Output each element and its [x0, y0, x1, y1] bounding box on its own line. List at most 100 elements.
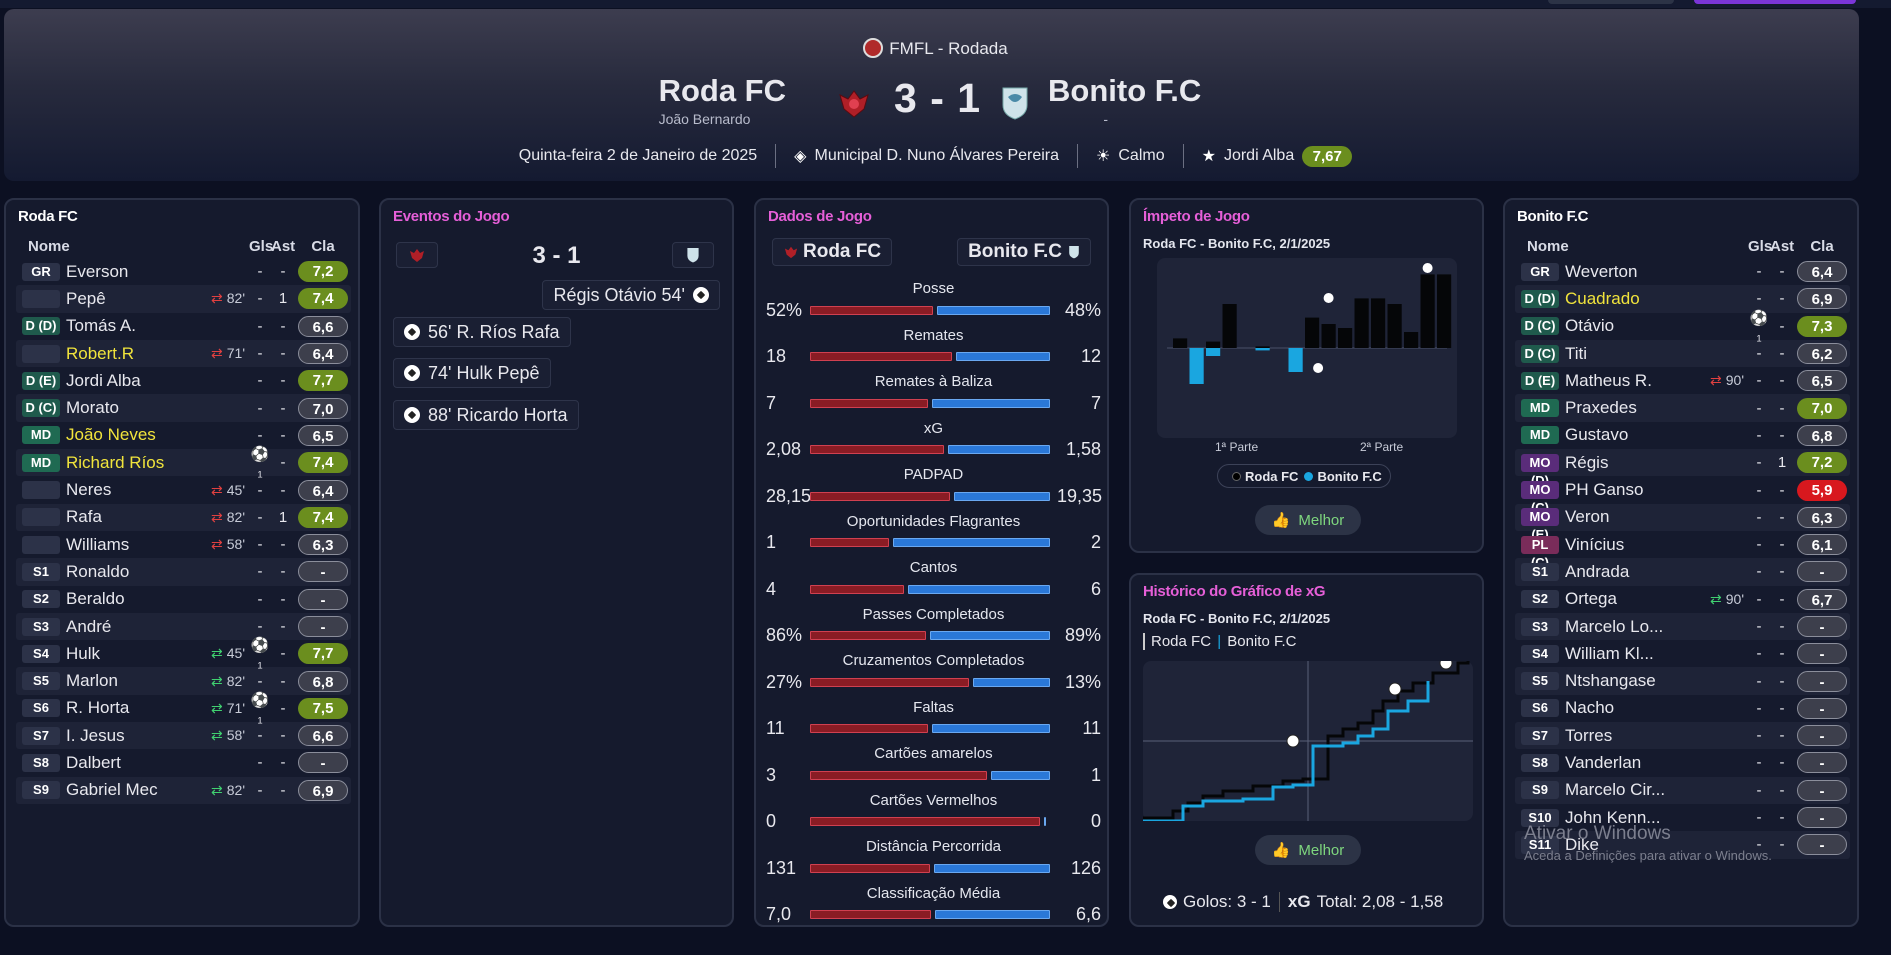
player-name[interactable]: Vinícius: [1565, 534, 1625, 554]
player-name[interactable]: Dike: [1565, 834, 1600, 854]
player-name[interactable]: Weverton: [1565, 261, 1638, 281]
player-row[interactable]: Neres ⇄ 45' - -6,4: [16, 476, 351, 503]
player-name[interactable]: Andrada: [1565, 561, 1630, 581]
away-team-block[interactable]: Bonito F.C -: [1048, 73, 1201, 127]
stats-away-team[interactable]: Bonito F.C: [957, 238, 1091, 266]
player-row[interactable]: S9 Gabriel Mec ⇄ 82' - -6,9: [16, 776, 351, 804]
player-name[interactable]: Gustavo: [1565, 425, 1629, 445]
motm-name[interactable]: Jordi Alba: [1223, 147, 1295, 164]
home-team-name[interactable]: Roda FC: [658, 73, 786, 108]
col-rating[interactable]: Cla: [1810, 237, 1834, 255]
player-name[interactable]: Marlon: [66, 671, 118, 691]
player-row[interactable]: S3 André - - -: [16, 612, 351, 641]
player-name[interactable]: R. Horta: [66, 698, 130, 718]
player-row[interactable]: MO (D) Régis -1 7,2: [1515, 449, 1850, 488]
player-row[interactable]: MD Praxedes - -7,0: [1515, 394, 1850, 422]
home-goal-event[interactable]: 74' Hulk Pepê: [393, 358, 551, 388]
player-name[interactable]: Hulk: [66, 643, 101, 663]
top-button-left[interactable]: [1548, 0, 1674, 4]
player-name[interactable]: Ronaldo: [66, 561, 130, 581]
away-team-name[interactable]: Bonito F.C: [1048, 73, 1202, 108]
player-name[interactable]: Marcelo Cir...: [1565, 780, 1666, 800]
player-name[interactable]: Ntshangase: [1565, 671, 1656, 691]
player-row[interactable]: PL (C)Vinícius--6,1: [1515, 531, 1850, 570]
player-name[interactable]: Régis: [1565, 452, 1609, 472]
xg-best-button[interactable]: 👍 Melhor: [1255, 835, 1361, 865]
stats-home-team[interactable]: Roda FC: [772, 238, 893, 266]
stadium-name[interactable]: Municipal D. Nuno Álvares Pereira: [814, 147, 1060, 164]
player-name[interactable]: Torres: [1565, 725, 1613, 745]
player-row[interactable]: D (D) Tomás A. - -6,6: [16, 313, 351, 340]
player-name[interactable]: Everson: [66, 261, 129, 281]
player-name[interactable]: Neres: [66, 480, 112, 500]
player-name[interactable]: Praxedes: [1565, 398, 1637, 418]
home-team-block[interactable]: Roda FC João Bernardo: [659, 73, 786, 127]
player-row[interactable]: MD João Neves - -6,5: [16, 422, 351, 449]
player-row[interactable]: S4 William Kl... - - -: [1515, 640, 1850, 667]
player-name[interactable]: Richard Ríos: [66, 452, 165, 472]
col-goals[interactable]: Gls: [1748, 237, 1773, 255]
col-name[interactable]: Nome: [1527, 237, 1569, 255]
player-name[interactable]: Morato: [66, 398, 119, 418]
player-name[interactable]: Gabriel Mec: [66, 780, 158, 800]
player-name[interactable]: I. Jesus: [66, 725, 125, 745]
away-goal-event[interactable]: Régis Otávio 54': [542, 280, 720, 310]
player-row[interactable]: S8 Vanderlan - - -: [1515, 749, 1850, 776]
player-row[interactable]: GR Everson - -7,2: [16, 258, 351, 285]
player-row[interactable]: S3 Marcelo Lo... - - -: [1515, 612, 1850, 641]
player-row[interactable]: D (C) Titi - -6,2: [1515, 339, 1850, 368]
player-row[interactable]: S7 Torres - - -: [1515, 722, 1850, 750]
home-goal-event[interactable]: 56' R. Ríos Rafa: [393, 317, 571, 347]
col-name[interactable]: Nome: [28, 237, 70, 255]
player-row[interactable]: Pepê ⇄ 82' -1 7,4: [16, 285, 351, 313]
competition-label[interactable]: FMFL - Rodada: [4, 38, 1867, 59]
player-name[interactable]: John Kenn...: [1565, 807, 1661, 827]
player-name[interactable]: Beraldo: [66, 589, 125, 609]
momentum-best-button[interactable]: 👍 Melhor: [1255, 505, 1361, 535]
col-assists[interactable]: Ast: [1770, 237, 1795, 255]
player-row[interactable]: Robert.R ⇄ 71' - -6,4: [16, 339, 351, 368]
player-name[interactable]: Robert.R: [66, 343, 135, 363]
col-rating[interactable]: Cla: [311, 237, 335, 255]
player-name[interactable]: João Neves: [66, 425, 156, 445]
col-assists[interactable]: Ast: [271, 237, 296, 255]
player-row[interactable]: S9 Marcelo Cir... - - -: [1515, 776, 1850, 804]
player-name[interactable]: Veron: [1565, 507, 1610, 527]
player-row[interactable]: S1 Andrada - - -: [1515, 558, 1850, 586]
player-row[interactable]: D (D) Cuadrado - -6,9: [1515, 285, 1850, 313]
player-name[interactable]: Jordi Alba: [66, 370, 141, 390]
player-row[interactable]: S4 Hulk ⇄ 45' ⚽₁ -7,7: [16, 637, 351, 671]
player-name[interactable]: Matheus R.: [1565, 370, 1652, 390]
player-name[interactable]: PH Ganso: [1565, 480, 1644, 500]
player-name[interactable]: Vanderlan: [1565, 752, 1642, 772]
player-row[interactable]: S8 Dalbert - - -: [16, 749, 351, 776]
col-goals[interactable]: Gls: [249, 237, 274, 255]
player-name[interactable]: Williams: [66, 534, 130, 554]
player-name[interactable]: Otávio: [1565, 316, 1615, 336]
player-row[interactable]: Williams ⇄ 58' - -6,3: [16, 531, 351, 558]
player-row[interactable]: D (C) Otávio ⚽₁ -7,3: [1515, 310, 1850, 344]
player-row[interactable]: S5 Ntshangase - - -: [1515, 667, 1850, 695]
player-name[interactable]: Cuadrado: [1565, 288, 1640, 308]
player-row[interactable]: S11 Dike - - -: [1515, 831, 1850, 859]
player-row[interactable]: Rafa ⇄ 82' -1 7,4: [16, 503, 351, 531]
player-row[interactable]: S1 Ronaldo - - -: [16, 558, 351, 586]
player-name[interactable]: Ortega: [1565, 589, 1617, 609]
player-name[interactable]: Marcelo Lo...: [1565, 616, 1664, 636]
player-row[interactable]: GR Weverton - -6,4: [1515, 258, 1850, 285]
player-row[interactable]: MD Richard Ríos ⚽₁ -7,4: [16, 446, 351, 480]
player-row[interactable]: S5 Marlon ⇄ 82' - -6,8: [16, 667, 351, 695]
player-row[interactable]: MD Gustavo - -6,8: [1515, 422, 1850, 449]
player-row[interactable]: MO (E) Veron - -6,3: [1515, 503, 1850, 542]
top-button-right[interactable]: [1694, 0, 1856, 4]
player-name[interactable]: Pepê: [66, 288, 106, 308]
home-goal-event[interactable]: 88' Ricardo Horta: [393, 400, 579, 430]
player-row[interactable]: S2 Ortega ⇄ 90' - -6,7: [1515, 586, 1850, 613]
player-row[interactable]: S10 John Kenn... - - -: [1515, 804, 1850, 831]
player-name[interactable]: Dalbert: [66, 752, 121, 772]
player-row[interactable]: D (E) Jordi Alba - -7,7: [16, 367, 351, 394]
player-row[interactable]: S2 Beraldo - - -: [16, 586, 351, 613]
player-row[interactable]: D (E) Matheus R. ⇄ 90' - -6,5: [1515, 367, 1850, 394]
player-name[interactable]: Titi: [1565, 343, 1588, 363]
player-name[interactable]: André: [66, 616, 112, 636]
